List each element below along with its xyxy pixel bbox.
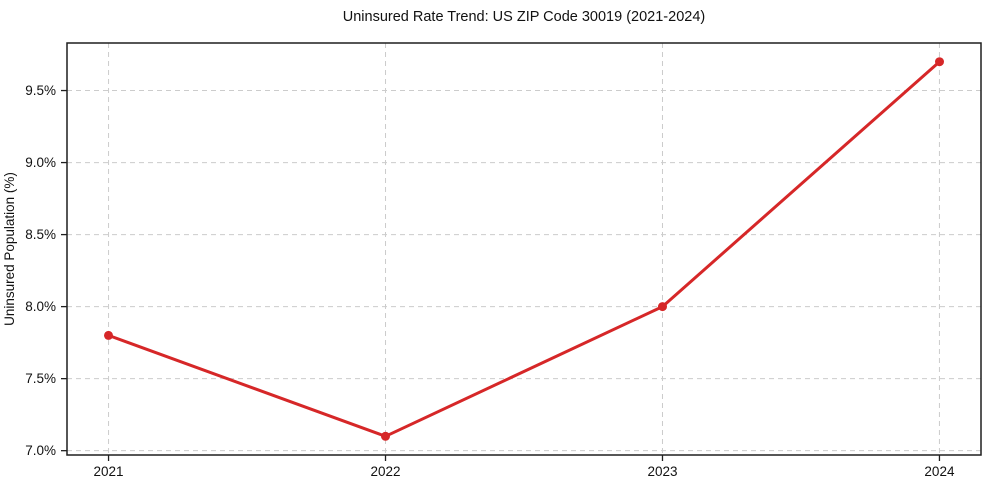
y-axis-label: Uninsured Population (%) [2,172,17,326]
x-tick-label: 2024 [924,464,955,479]
axes: 2021 2022 2023 2024 7.0% 7.5% 8.0% 8.5% 9.0% 9.5% [25,42,982,479]
chart-title: Uninsured Rate Trend: US ZIP Code 30019 … [343,9,705,25]
data-point-marker [381,431,390,441]
data-point-marker [658,302,667,312]
y-tick-label: 9.0% [25,155,56,170]
x-tick-label: 2023 [647,464,677,479]
y-tick-label: 7.0% [25,443,56,458]
y-tick-label: 7.5% [25,371,56,386]
trend-line [107,60,941,438]
plot-border [66,42,982,456]
trend-line-series [104,57,944,441]
x-tick-label: 2022 [370,464,400,479]
y-tick-label: 8.5% [25,227,56,242]
data-point-marker [935,57,944,67]
gridlines [67,43,981,455]
y-tick-label: 8.0% [25,299,56,314]
x-tick-label: 2021 [94,464,124,479]
data-point-marker [104,330,113,340]
y-tick-label: 9.5% [25,83,56,98]
